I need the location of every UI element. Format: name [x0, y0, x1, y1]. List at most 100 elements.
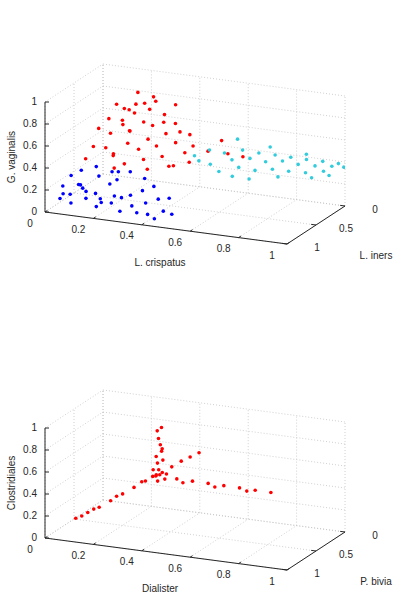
series	[84, 91, 245, 172]
point	[170, 213, 174, 217]
x-tick-label: 0.6	[168, 563, 182, 574]
grid-line	[103, 64, 104, 174]
point	[148, 108, 152, 112]
point	[134, 102, 138, 106]
point	[175, 477, 179, 481]
point	[187, 160, 191, 164]
z-tick-label: 0.8	[23, 118, 37, 129]
z-tick	[45, 428, 49, 429]
z-tick	[45, 494, 49, 495]
point	[84, 157, 88, 161]
point	[327, 174, 331, 178]
point	[128, 129, 132, 133]
point	[213, 485, 217, 489]
grid-line	[45, 538, 287, 570]
grid-line	[45, 174, 103, 212]
grid-line	[45, 434, 103, 472]
point	[121, 123, 125, 127]
point	[230, 158, 234, 162]
point	[94, 165, 98, 169]
y-axis-title: P. bivia	[360, 576, 392, 587]
grid-line	[190, 519, 248, 557]
grid-line	[45, 478, 103, 516]
point	[174, 122, 178, 126]
point	[183, 151, 187, 155]
point	[257, 151, 261, 155]
point	[160, 447, 164, 451]
point	[136, 91, 140, 95]
plot-0: 00.20.40.60.8100.5100.20.40.60.81L. cris…	[6, 64, 393, 268]
grid-line	[151, 396, 152, 506]
grid-line	[345, 422, 346, 532]
point	[172, 164, 176, 168]
point	[287, 169, 291, 173]
point	[80, 514, 84, 518]
point	[141, 189, 145, 193]
point	[226, 152, 230, 156]
x-tick-label: 0	[27, 544, 33, 555]
grid-line	[199, 77, 200, 187]
point	[115, 178, 119, 182]
grid-line	[190, 193, 248, 231]
point	[269, 491, 273, 495]
point	[241, 155, 245, 159]
point	[247, 177, 251, 181]
point	[220, 139, 224, 143]
point	[304, 171, 308, 175]
point	[321, 160, 325, 164]
axes: 00.20.40.60.8100.5100.20.40.60.81	[23, 96, 378, 261]
point	[160, 155, 164, 159]
grid-line	[345, 96, 346, 206]
point	[108, 182, 112, 186]
point	[74, 516, 78, 520]
point	[157, 468, 161, 472]
series	[58, 165, 173, 221]
point	[155, 429, 159, 433]
point	[188, 455, 192, 459]
point	[58, 197, 62, 201]
y-tick	[311, 550, 316, 552]
point	[151, 475, 155, 479]
z-tick-label: 1	[31, 422, 37, 433]
point	[154, 99, 158, 103]
point	[127, 108, 131, 112]
point	[146, 167, 150, 171]
grid-line	[199, 403, 200, 513]
point	[121, 492, 125, 496]
point	[310, 176, 314, 180]
point	[115, 102, 119, 106]
point	[111, 154, 115, 158]
point	[68, 192, 72, 196]
point	[97, 174, 101, 178]
grid-line	[103, 390, 345, 422]
point	[268, 145, 272, 149]
point	[146, 137, 150, 141]
chart-svg: 00.20.40.60.8100.5100.20.40.60.81L. cris…	[0, 0, 416, 602]
point	[237, 166, 241, 170]
y-axis-title: L. iners	[360, 250, 393, 261]
point	[165, 472, 169, 476]
point	[79, 183, 83, 187]
z-tick	[45, 538, 49, 539]
y-tick	[282, 569, 287, 571]
point	[160, 426, 164, 430]
point	[170, 465, 174, 469]
point	[137, 147, 141, 151]
axes: 00.20.40.60.8100.5100.20.40.60.81	[23, 422, 378, 587]
grid-line	[103, 390, 104, 500]
point	[157, 437, 161, 441]
z-tick-label: 0	[31, 206, 37, 217]
point	[155, 144, 159, 148]
point	[305, 153, 309, 157]
x-tick	[287, 568, 289, 570]
grid-line	[248, 409, 249, 519]
point	[120, 196, 124, 200]
point	[161, 458, 165, 462]
point	[79, 168, 83, 172]
point	[110, 170, 114, 174]
point	[330, 165, 334, 169]
points	[74, 426, 273, 520]
point	[117, 170, 121, 174]
point	[281, 159, 285, 163]
point	[95, 205, 99, 209]
